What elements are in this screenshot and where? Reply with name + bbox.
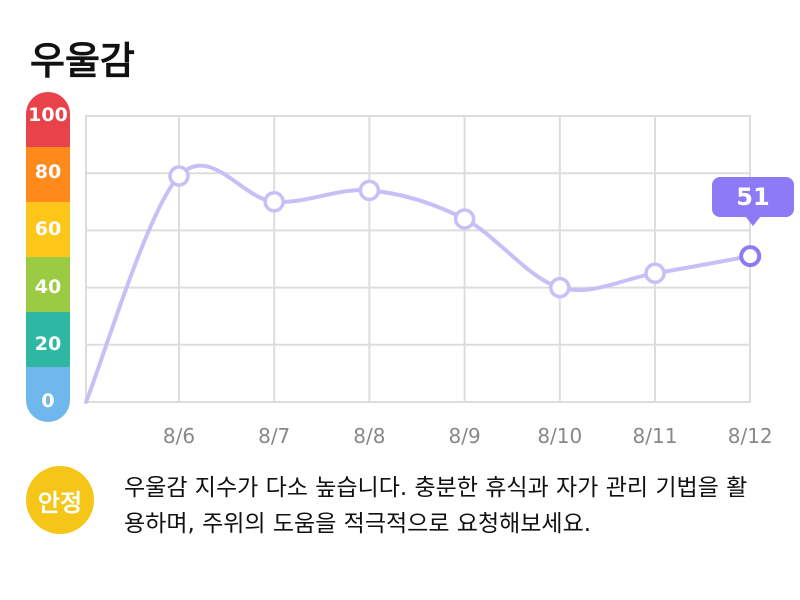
chart-title: 우울감 [30,39,135,83]
y-tick-label: 0 [41,390,55,412]
y-tick-label: 60 [34,218,62,241]
x-tick-label: 8/11 [633,424,678,448]
x-tick-label: 8/9 [449,424,481,448]
y-tick-label: 20 [34,332,62,355]
series-line [84,163,753,404]
x-tick-label: 8/10 [537,424,582,448]
scale-band [26,367,70,422]
x-tick-label: 8/6 [163,424,195,448]
data-point [549,276,571,299]
current-value-callout: 51 [712,177,794,226]
advice-message: 우울감 지수가 다소 높습니다. 충분한 휴식과 자가 관리 기법을 활용하며,… [124,475,748,537]
severity-scale: 0 20 40 60 80 100 [26,92,70,422]
data-point [453,208,476,230]
scale-band [26,92,70,148]
y-tick-label: 40 [34,275,62,298]
x-tick-label: 8/8 [353,424,385,448]
x-tick-label: 8/7 [258,424,290,448]
highlight-point [739,245,762,268]
scale-band [26,312,70,368]
scale-band [26,257,70,313]
data-point [168,165,190,187]
plot-frame [85,115,751,403]
y-tick-label: 80 [34,161,62,184]
y-tick-label: 100 [28,104,68,126]
scale-band [26,147,70,203]
scale-band [26,202,70,258]
data-point [263,191,285,213]
data-point [358,179,381,202]
status-badge: 안정 [26,466,94,534]
data-point [644,262,666,285]
x-tick-label: 8/12 [728,424,773,448]
